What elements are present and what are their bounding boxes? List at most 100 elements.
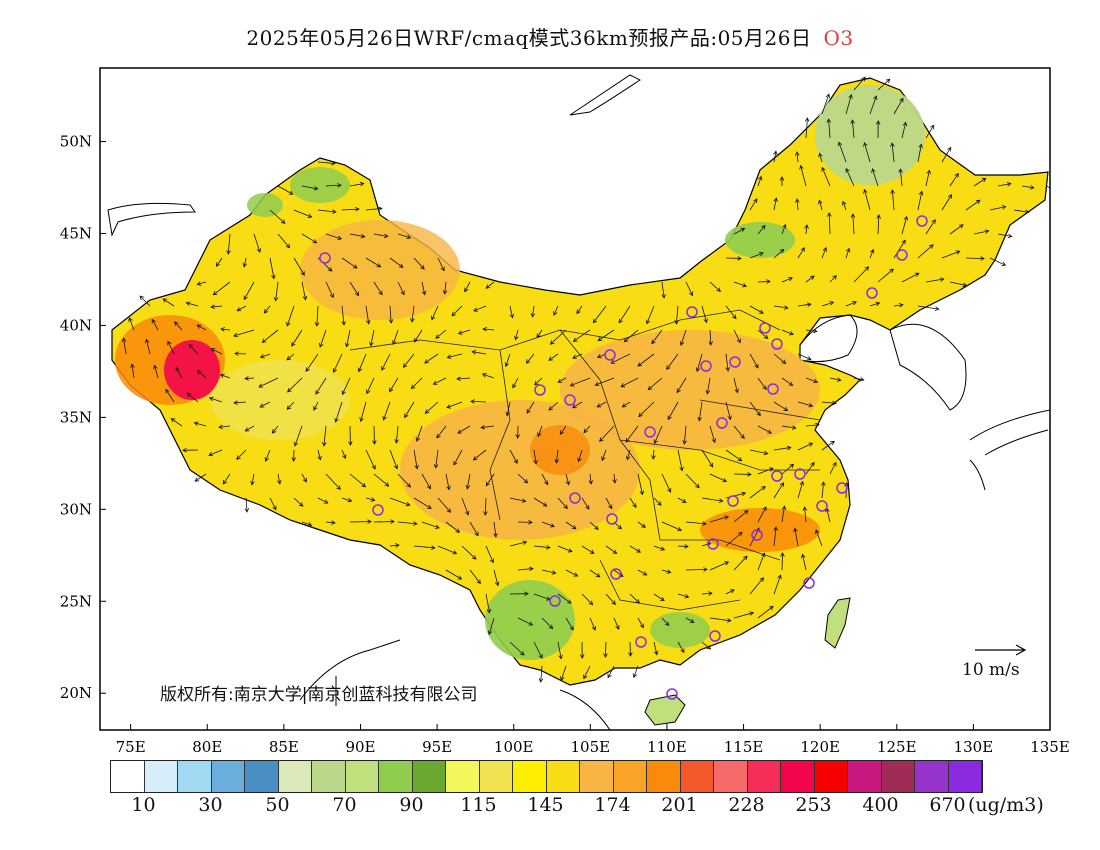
wind-arrow	[869, 301, 881, 307]
wind-arrow	[780, 552, 785, 571]
wind-arrow	[815, 529, 823, 547]
wind-arrow	[638, 401, 655, 418]
wind-arrow	[193, 421, 207, 427]
wind-arrow	[565, 617, 574, 631]
wind-arrow	[997, 233, 1013, 239]
wind-arrow	[421, 473, 431, 490]
wind-arrow	[341, 377, 351, 396]
wind-arrow	[757, 175, 763, 187]
wind-arrow	[549, 329, 567, 345]
city-marker	[729, 356, 741, 368]
wind-arrow	[845, 93, 853, 115]
wind-arrow	[677, 497, 687, 503]
city-marker	[707, 538, 719, 550]
ozone-zone-green-guangxi	[650, 612, 710, 648]
lon-tick-label: 95E	[422, 738, 452, 756]
wind-arrow	[793, 527, 799, 547]
wind-arrow	[621, 401, 631, 408]
city-marker	[564, 394, 576, 406]
wind-arrow	[259, 353, 271, 359]
wind-arrow	[472, 449, 487, 461]
wind-arrow	[548, 353, 559, 361]
wind-arrow	[917, 190, 924, 211]
colorbar-swatch	[613, 761, 647, 792]
wind-arrow	[653, 593, 665, 601]
wind-arrow	[451, 305, 463, 317]
city-marker	[759, 322, 771, 334]
wind-scale-arrow	[975, 644, 1027, 656]
wind-arrow	[869, 95, 878, 115]
lon-tick-label: 120E	[800, 738, 840, 756]
wind-arrow	[397, 281, 405, 296]
wind-arrow	[325, 183, 342, 188]
wind-arrow	[583, 665, 591, 680]
wind-arrow	[357, 353, 367, 373]
wind-arrow	[277, 185, 294, 195]
wind-arrow	[208, 449, 223, 457]
wind-arrow	[457, 329, 471, 335]
wind-arrow	[325, 520, 336, 525]
wind-arrow	[599, 425, 615, 442]
lat-tick-label: 25N	[60, 592, 92, 610]
wind-arrow	[291, 449, 297, 462]
wind-arrow	[863, 188, 871, 211]
wind-vector-field	[121, 76, 1050, 683]
hainan-island	[644, 694, 686, 726]
wind-arrow	[167, 340, 175, 355]
wind-arrow	[234, 351, 247, 356]
wind-arrow	[413, 497, 432, 509]
wind-arrow	[576, 305, 583, 315]
wind-arrow	[293, 257, 305, 276]
wind-arrow	[842, 200, 847, 211]
wind-arrow	[469, 569, 481, 585]
wind-arrow	[433, 449, 439, 469]
wind-arrow	[287, 377, 303, 393]
wind-arrow	[485, 281, 495, 289]
wind-arrow	[382, 401, 391, 421]
wind-arrow	[402, 353, 415, 368]
wind-arrow	[365, 497, 376, 502]
wind-arrow	[797, 401, 814, 408]
wind-arrow	[646, 305, 655, 325]
wind-arrow	[701, 305, 708, 324]
wind-arrow	[661, 569, 672, 574]
lat-tick-label: 45N	[60, 225, 92, 243]
lat-tick-label: 20N	[60, 684, 92, 702]
wind-arrow	[541, 617, 554, 630]
colorbar-label: 70	[332, 794, 357, 816]
wind-arrow	[196, 324, 207, 331]
wind-arrow	[893, 302, 904, 308]
wind-arrow	[610, 353, 631, 364]
wind-arrow	[389, 377, 399, 393]
wind-arrow	[236, 449, 247, 460]
wind-arrow	[701, 641, 712, 650]
colorbar-swatch	[680, 761, 714, 792]
colorbar-label: 670	[929, 794, 966, 816]
wind-arrow	[821, 247, 827, 259]
ozone-zone-green-west	[247, 193, 283, 217]
wind-arrow	[676, 377, 687, 394]
wind-arrow	[779, 176, 785, 187]
wind-arrow	[244, 425, 255, 432]
wind-arrow	[525, 353, 535, 364]
wind-arrow	[989, 205, 1007, 211]
wind-arrow	[876, 214, 881, 235]
wind-arrow	[473, 305, 487, 312]
wind-arrow	[651, 329, 663, 345]
wind-arrow	[890, 189, 895, 211]
wind-arrow	[773, 482, 785, 499]
wind-arrow	[445, 521, 461, 533]
wind-arrow	[733, 425, 745, 439]
wind-arrow	[530, 305, 536, 318]
wind-arrow	[749, 305, 764, 314]
wind-arrow	[601, 449, 607, 462]
wind-arrow	[317, 161, 336, 166]
ozone-zone-yellow-west	[210, 360, 350, 440]
city-marker	[727, 495, 739, 507]
wind-arrow	[697, 401, 703, 422]
wind-arrow	[821, 400, 837, 406]
wind-arrow	[965, 256, 985, 261]
wind-arrow	[773, 150, 778, 163]
wind-arrow	[853, 266, 870, 283]
wind-arrow	[597, 329, 615, 342]
